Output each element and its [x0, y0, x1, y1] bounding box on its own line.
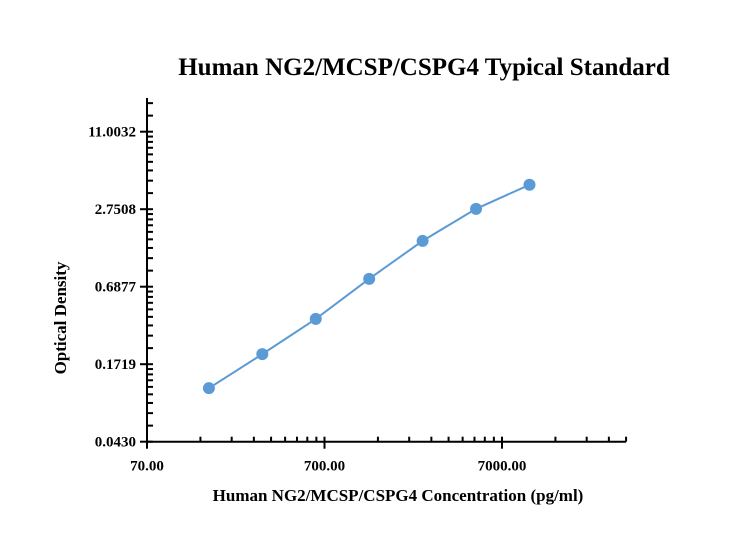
x-axis-label: Human NG2/MCSP/CSPG4 Concentration (pg/m…: [213, 486, 584, 505]
data-point: [470, 202, 483, 215]
data-point: [363, 272, 376, 285]
data-point: [416, 234, 429, 247]
y-tick-label: 0.1719: [95, 357, 136, 373]
y-tick-label: 0.0430: [95, 435, 136, 451]
x-tick-label: 700.00: [304, 459, 345, 475]
data-point: [309, 312, 322, 325]
data-point: [523, 178, 536, 191]
x-tick-label: 7000.00: [478, 459, 527, 475]
chart-title: Human NG2/MCSP/CSPG4 Typical Standard: [178, 54, 670, 81]
data-point: [202, 382, 215, 395]
y-axis-label: Optical Density: [51, 261, 70, 374]
y-tick-label: 11.0032: [88, 125, 136, 141]
y-tick-label: 0.6877: [95, 280, 137, 296]
x-tick-label: 70.00: [130, 459, 164, 475]
y-tick-label: 2.7508: [95, 202, 136, 218]
data-point: [256, 348, 269, 361]
series-line: [208, 183, 530, 390]
